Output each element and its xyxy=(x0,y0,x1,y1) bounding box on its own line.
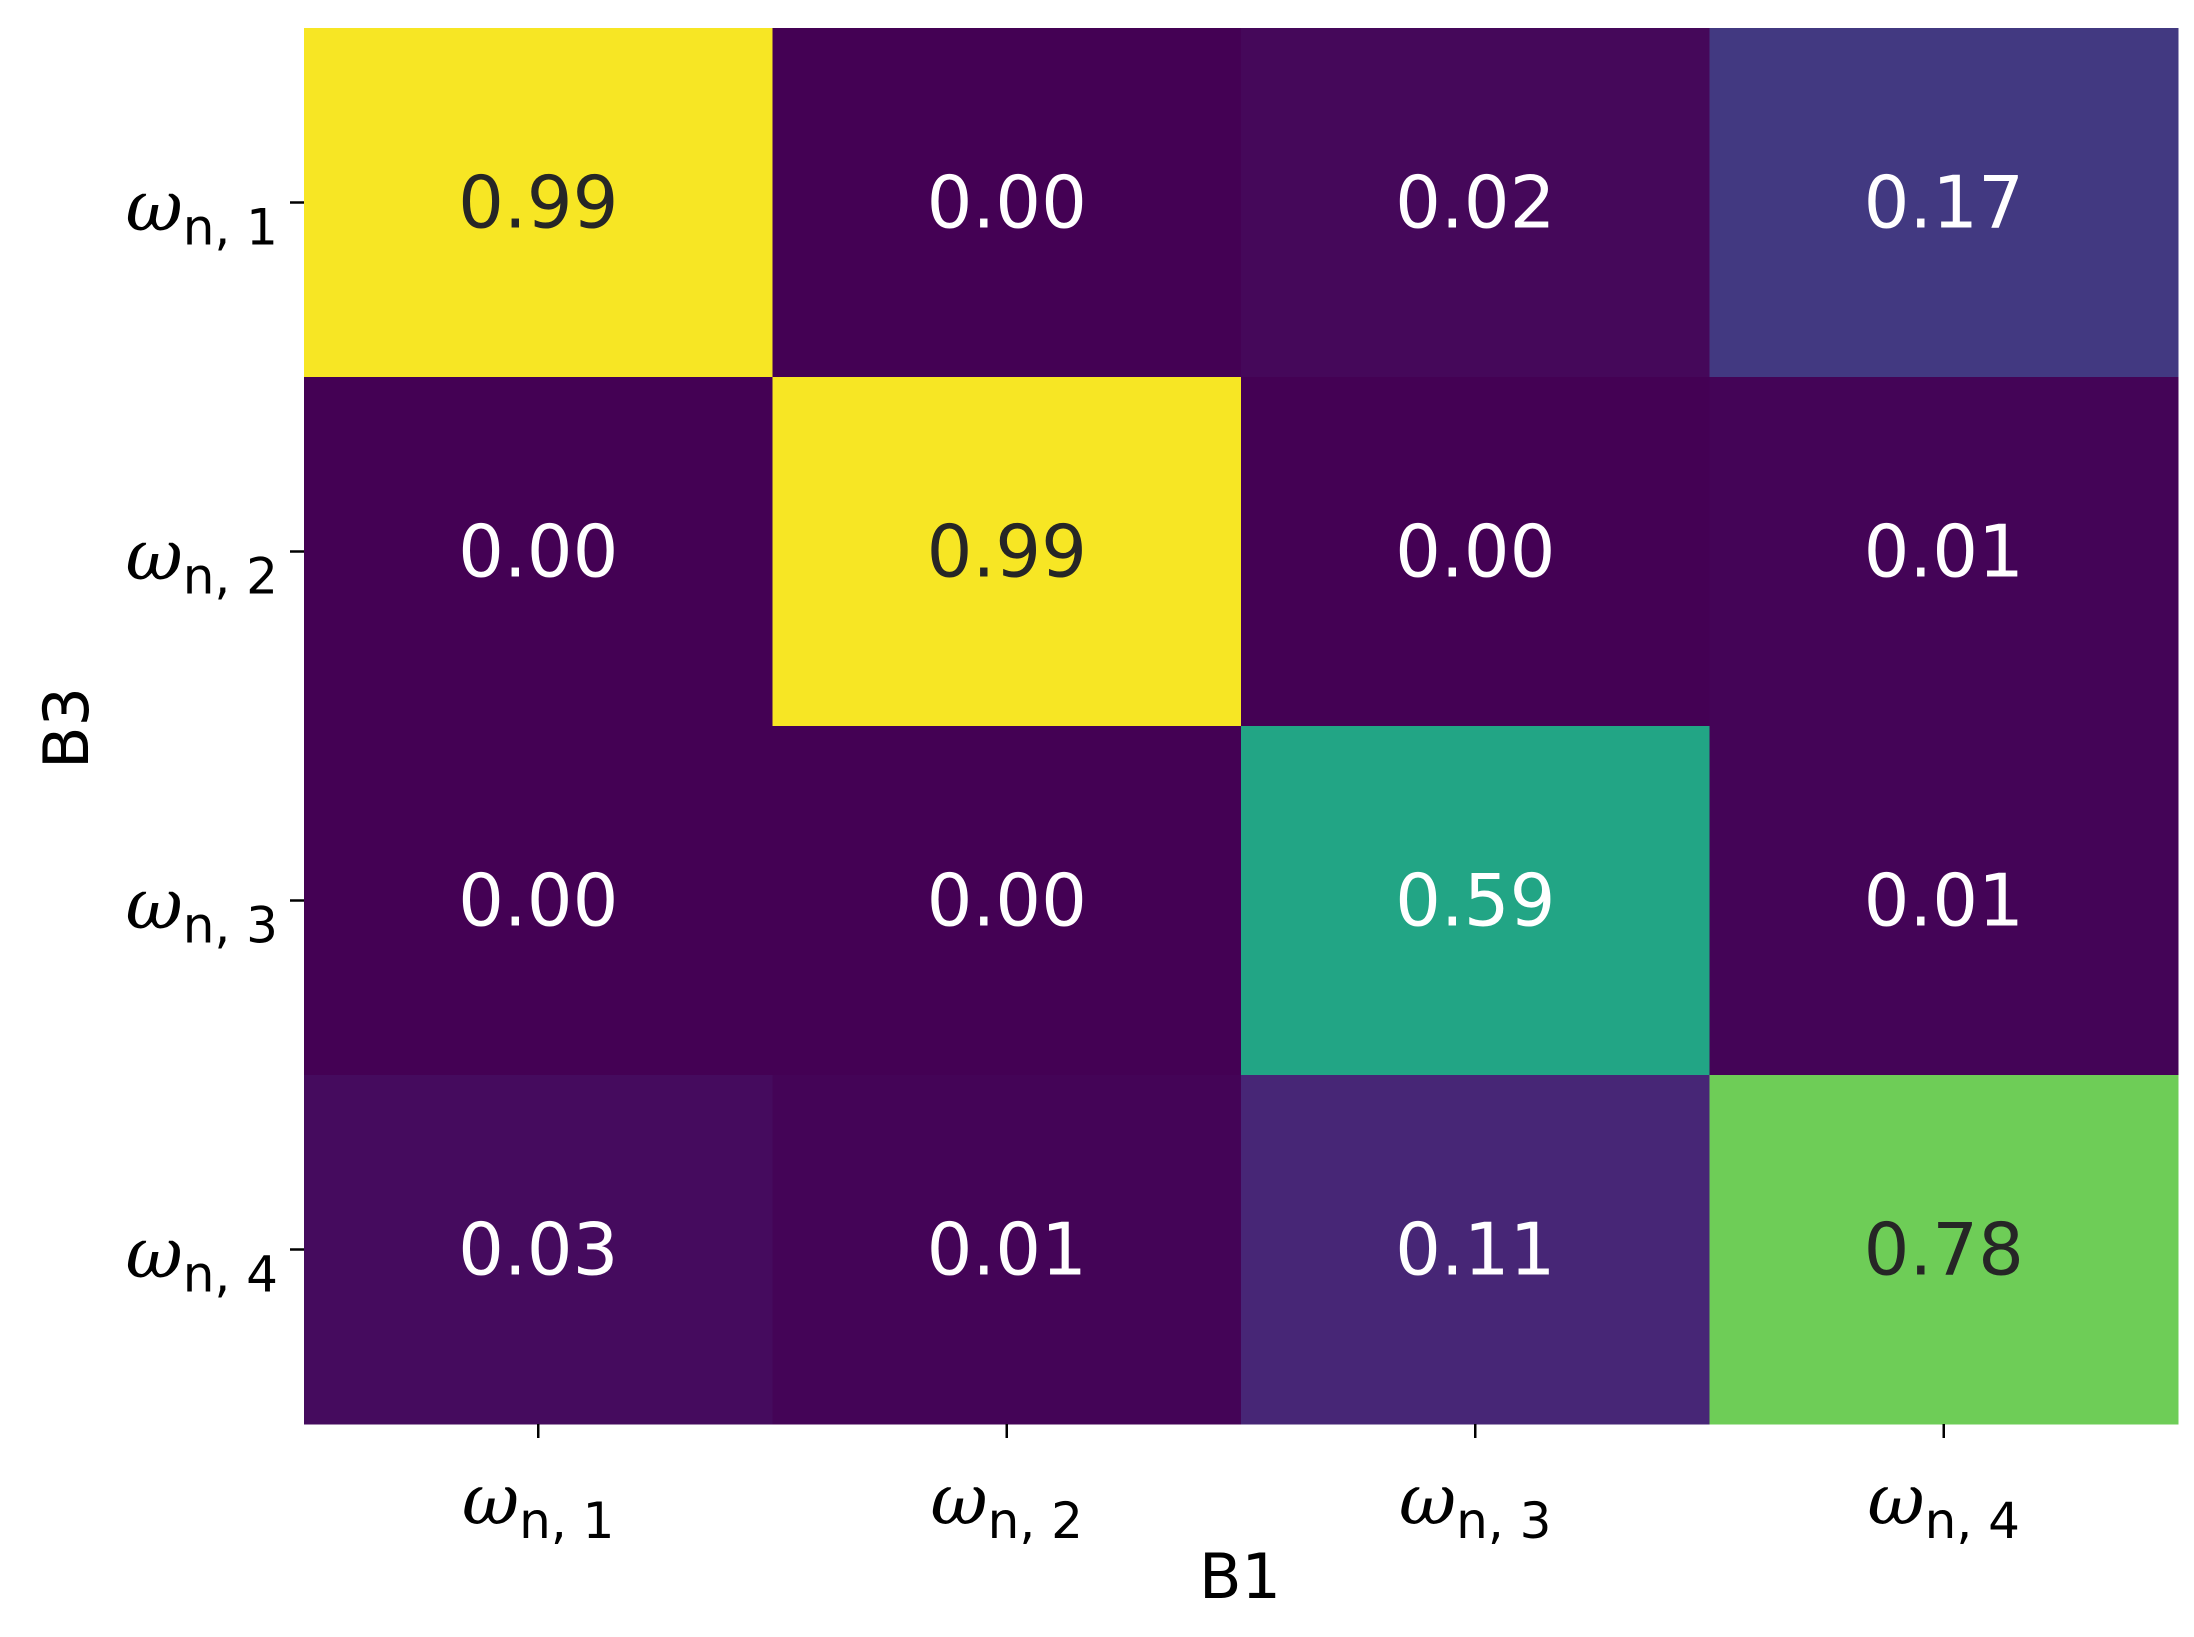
heatmap-cells: 0.99 0.00 0.02 0.17 0.00 0.99 0.00 0.01 0.00 0.00… xyxy=(304,28,2179,1425)
x-tick-label-1: ωn, 1 xyxy=(462,1459,614,1550)
y-axis: ωn, 1 ωn, 2 ωn, 3 ωn, 4 xyxy=(126,166,304,1304)
cell-value-label-r2-c2: 0.99 xyxy=(927,510,1087,594)
cell-value-label-r1-c3: 0.02 xyxy=(1395,161,1555,245)
cell-value-label-r1-c2: 0.00 xyxy=(927,161,1087,245)
y-tick-label-2: ωn, 2 xyxy=(126,515,278,606)
heatmap-cell-r4-c4 xyxy=(1709,1075,2179,1425)
heatmap-cell-r4-c2 xyxy=(772,1075,1242,1425)
heatmap-cell-r2-c3 xyxy=(1241,377,1710,727)
heatmap-cell-r1-c3 xyxy=(1241,28,1710,378)
y-axis-label: B3 xyxy=(30,687,103,769)
y-tick-label-3: ωn, 3 xyxy=(126,864,278,955)
x-tick-label-2: ωn, 2 xyxy=(931,1459,1083,1550)
x-axis-label: B1 xyxy=(1199,1540,1281,1613)
heatmap-cell-r4-c3 xyxy=(1241,1075,1710,1425)
x-tick-label-3: ωn, 3 xyxy=(1399,1459,1551,1550)
cell-value-label-r3-c1: 0.00 xyxy=(458,859,618,943)
heatmap-cell-r1-c4 xyxy=(1709,28,2179,378)
cell-value-label-r3-c2: 0.00 xyxy=(927,859,1087,943)
x-tick-label-4: ωn, 4 xyxy=(1868,1459,2020,1550)
heatmap-cell-r1-c2 xyxy=(772,28,1242,378)
cell-value-label-r4-c3: 0.11 xyxy=(1395,1208,1555,1292)
cell-value-label-r2-c3: 0.00 xyxy=(1395,510,1555,594)
heatmap-cell-r3-c3 xyxy=(1241,726,1710,1076)
heatmap-cell-r3-c1 xyxy=(304,726,773,1076)
heatmap-cell-r2-c1 xyxy=(304,377,773,727)
y-tick-label-1: ωn, 1 xyxy=(126,166,278,257)
heatmap-cell-r2-c4 xyxy=(1709,377,2179,727)
heatmap-cell-r1-c1 xyxy=(304,28,773,378)
cell-value-label-r2-c4: 0.01 xyxy=(1864,510,2024,594)
heatmap-cell-r4-c1 xyxy=(304,1075,773,1425)
cell-value-label-r4-c1: 0.03 xyxy=(458,1208,618,1292)
cell-value-label-r3-c4: 0.01 xyxy=(1864,859,2024,943)
cell-value-label-r3-c3: 0.59 xyxy=(1395,859,1555,943)
heatmap-cell-r2-c2 xyxy=(772,377,1242,727)
x-axis: ωn, 1 ωn, 2 ωn, 3 ωn, 4 xyxy=(462,1424,2020,1550)
y-tick-label-4: ωn, 4 xyxy=(126,1213,278,1304)
cell-value-label-r1-c4: 0.17 xyxy=(1864,161,2024,245)
heatmap-cell-r3-c4 xyxy=(1709,726,2179,1076)
cell-value-label-r1-c1: 0.99 xyxy=(458,161,618,245)
cell-value-label-r4-c2: 0.01 xyxy=(927,1208,1087,1292)
cell-value-label-r2-c1: 0.00 xyxy=(458,510,618,594)
heatmap-cell-r3-c2 xyxy=(772,726,1242,1076)
cell-value-label-r4-c4: 0.78 xyxy=(1864,1208,2024,1292)
